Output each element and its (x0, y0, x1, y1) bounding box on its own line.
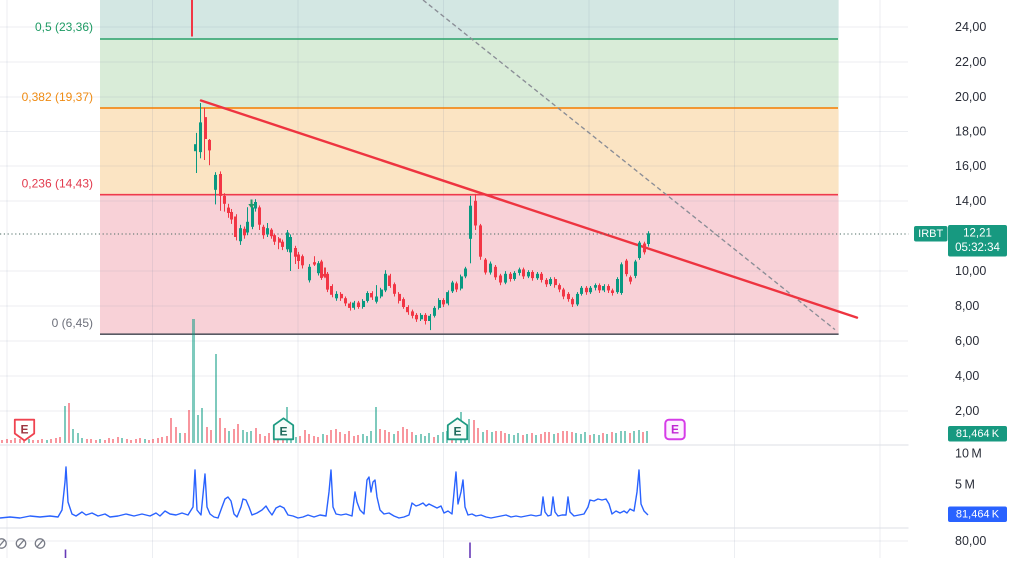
svg-text:0,5 (23,36): 0,5 (23,36) (35, 20, 93, 34)
svg-text:IRBT: IRBT (918, 228, 943, 240)
svg-text:20,00: 20,00 (955, 90, 986, 104)
svg-text:80,00: 80,00 (955, 534, 986, 548)
svg-text:E: E (279, 425, 287, 439)
svg-text:0 (6,45): 0 (6,45) (52, 316, 93, 330)
svg-text:2,00: 2,00 (955, 404, 979, 418)
svg-text:14,00: 14,00 (955, 194, 986, 208)
svg-text:0,236 (14,43): 0,236 (14,43) (22, 177, 93, 191)
svg-text:22,00: 22,00 (955, 55, 986, 69)
svg-text:0,382 (19,37): 0,382 (19,37) (22, 90, 93, 104)
svg-text:E: E (453, 425, 461, 439)
svg-text:10,00: 10,00 (955, 264, 986, 278)
svg-text:18,00: 18,00 (955, 125, 986, 139)
svg-text:05:32:34: 05:32:34 (955, 242, 1000, 254)
svg-text:24,00: 24,00 (955, 20, 986, 34)
svg-text:81,464 K: 81,464 K (956, 509, 1000, 521)
svg-text:12,21: 12,21 (963, 228, 992, 240)
svg-text:10 M: 10 M (955, 447, 982, 461)
svg-text:5 M: 5 M (955, 478, 975, 492)
svg-text:6,00: 6,00 (955, 334, 979, 348)
svg-text:4,00: 4,00 (955, 369, 979, 383)
svg-text:81,464 K: 81,464 K (956, 428, 1000, 440)
svg-text:16,00: 16,00 (955, 159, 986, 173)
svg-text:E: E (20, 423, 28, 437)
svg-text:E: E (671, 423, 679, 437)
svg-text:8,00: 8,00 (955, 299, 979, 313)
